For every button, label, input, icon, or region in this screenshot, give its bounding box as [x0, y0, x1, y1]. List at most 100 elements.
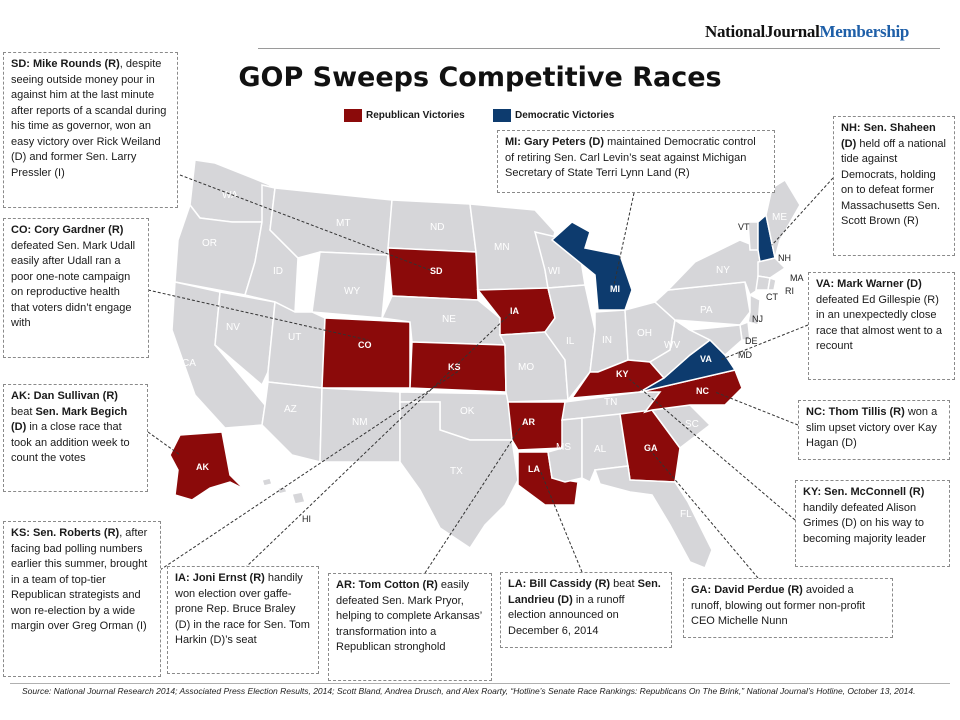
- state-label-MS: MS: [556, 442, 571, 453]
- state-label-NC: NC: [696, 386, 709, 396]
- callout-nh-text: held off a national tide against Democra…: [841, 137, 946, 228]
- state-label-PA: PA: [700, 305, 713, 316]
- callout-va-title: VA: Mark Warner (D): [816, 278, 922, 290]
- state-label-ME: ME: [772, 212, 787, 223]
- leader-co: [147, 289, 369, 341]
- state-label-NE: NE: [442, 314, 456, 325]
- leader-sd: [179, 174, 431, 271]
- state-label-VT: VT: [738, 222, 750, 232]
- state-label-SD: SD: [430, 266, 443, 276]
- state-label-NJ: NJ: [752, 314, 763, 324]
- callout-ak-mid: beat: [11, 405, 36, 418]
- callout-mi-text: maintained Democratic control of retirin…: [505, 136, 756, 179]
- leader-ks: [159, 369, 461, 571]
- brand-part-membership: Membership: [819, 22, 910, 41]
- state-RI: [767, 277, 777, 291]
- callout-nc-title: NC: Thom Tillis (R): [806, 406, 905, 418]
- callout-la-title2: Sen. Landrieu (D): [508, 578, 661, 606]
- state-MI: [550, 221, 633, 311]
- callout-sd-title: SD: Mike Rounds (R): [11, 58, 120, 70]
- state-label-OH: OH: [637, 328, 652, 339]
- legend-republican: Republican Victories: [344, 108, 465, 122]
- state-label-OR: OR: [202, 238, 217, 249]
- state-label-NH: NH: [778, 253, 791, 263]
- brand-part-national-journal: NationalJournal: [705, 22, 820, 41]
- state-label-ND: ND: [430, 222, 444, 233]
- state-WY: [311, 251, 389, 319]
- leader-va: [719, 324, 809, 361]
- state-label-AR: AR: [522, 417, 535, 427]
- state-label-NM: NM: [352, 417, 368, 428]
- state-label-OK: OK: [460, 406, 475, 417]
- callout-ar-title: AR: Tom Cotton (R): [336, 579, 438, 591]
- state-label-SC: SC: [685, 419, 699, 430]
- state-label-RI: RI: [785, 286, 794, 296]
- legend-swatch-democratic: [493, 108, 511, 122]
- callout-ak-title2: Sen. Mark Begich (D): [11, 405, 128, 434]
- state-label-AL: AL: [594, 444, 607, 455]
- callout-ia: IA: Joni Ernst (R) handily won election …: [167, 566, 319, 674]
- state-FL: [593, 465, 713, 569]
- state-label-KY: KY: [616, 369, 629, 379]
- state-label-VA: VA: [700, 354, 712, 364]
- callout-ga: GA: David Perdue (R) avoided a runoff, b…: [683, 578, 893, 638]
- callout-ks-text: , after facing bad polling numbers earli…: [11, 527, 148, 632]
- page-title: GOP Sweeps Competitive Races: [238, 62, 722, 93]
- callout-ga-text: avoided a runoff, blowing out former non…: [691, 584, 866, 627]
- state-label-MN: MN: [494, 242, 510, 253]
- legend-label-republican: Republican Victories: [366, 109, 465, 121]
- state-label-NV: NV: [226, 322, 240, 333]
- leader-nc: [714, 391, 799, 426]
- state-AZ: [261, 381, 323, 463]
- source-note: Source: National Journal Research 2014; …: [22, 686, 916, 696]
- callout-nc-text: won a slim upset victory over Kay Hagan …: [806, 406, 938, 449]
- state-label-MO: MO: [518, 362, 534, 373]
- callout-ak: AK: Dan Sullivan (R) beat Sen. Mark Begi…: [3, 384, 148, 492]
- leader-ky: [627, 377, 796, 521]
- state-label-CO: CO: [358, 340, 372, 350]
- brand-divider: [258, 48, 940, 49]
- source-divider: [10, 683, 950, 684]
- state-AK: [169, 431, 269, 503]
- state-label-IA: IA: [510, 306, 520, 316]
- callout-ak-text: in a close race that took an addition we…: [11, 421, 130, 464]
- callout-co-text: defeated Sen. Mark Udall easily after Ud…: [11, 239, 136, 330]
- callout-ar: AR: Tom Cotton (R) easily defeated Sen. …: [328, 573, 492, 681]
- callout-la: LA: Bill Cassidy (R) beat Sen. Landrieu …: [500, 572, 672, 648]
- state-label-WI: WI: [548, 266, 560, 277]
- state-label-LA: LA: [528, 464, 540, 474]
- leader-mi: [613, 192, 635, 286]
- state-UT: [267, 300, 326, 389]
- legend-democratic: Democratic Victories: [493, 108, 614, 122]
- legend-label-democratic: Democratic Victories: [515, 109, 615, 121]
- callout-sd-text: , despite seeing outside money pour in a…: [11, 58, 167, 179]
- state-HI-1: [261, 477, 273, 487]
- legend-swatch-republican: [344, 108, 362, 122]
- state-label-MI: MI: [610, 284, 620, 294]
- state-label-CA: CA: [182, 358, 196, 369]
- leader-ga: [649, 449, 759, 579]
- leader-nh: [771, 177, 834, 246]
- callout-ia-title: IA: Joni Ernst (R): [175, 572, 265, 584]
- state-label-DE: DE: [745, 336, 758, 346]
- callout-va: VA: Mark Warner (D) defeated Ed Gillespi…: [808, 272, 955, 380]
- state-label-MD: MD: [738, 350, 752, 360]
- callout-nh-title: NH: Sen. Shaheen (D): [841, 122, 936, 150]
- state-NC: [639, 369, 743, 414]
- callout-sd: SD: Mike Rounds (R), despite seeing outs…: [3, 52, 178, 208]
- state-label-MA: MA: [790, 273, 804, 283]
- state-label-CT: CT: [766, 292, 778, 302]
- state-label-MT: MT: [336, 218, 350, 229]
- state-label-HI: HI: [302, 514, 311, 524]
- state-label-GA: GA: [644, 443, 658, 453]
- state-MA: [757, 257, 787, 279]
- state-label-WA: WA: [222, 190, 238, 201]
- callout-va-text: defeated Ed Gillespie (R) in an unexpect…: [816, 293, 942, 353]
- callout-ky-title: KY: Sen. McConnell (R): [803, 486, 925, 498]
- callout-ky-text: handily defeated Alison Grimes (D) on hi…: [803, 501, 926, 545]
- state-label-NY: NY: [716, 265, 730, 276]
- state-label-UT: UT: [288, 332, 301, 343]
- callout-la-text: in a runoff election announced on Decemb…: [508, 593, 625, 637]
- callout-nh: NH: Sen. Shaheen (D) held off a national…: [833, 116, 955, 256]
- callout-ks: KS: Sen. Roberts (R), after facing bad p…: [3, 521, 161, 677]
